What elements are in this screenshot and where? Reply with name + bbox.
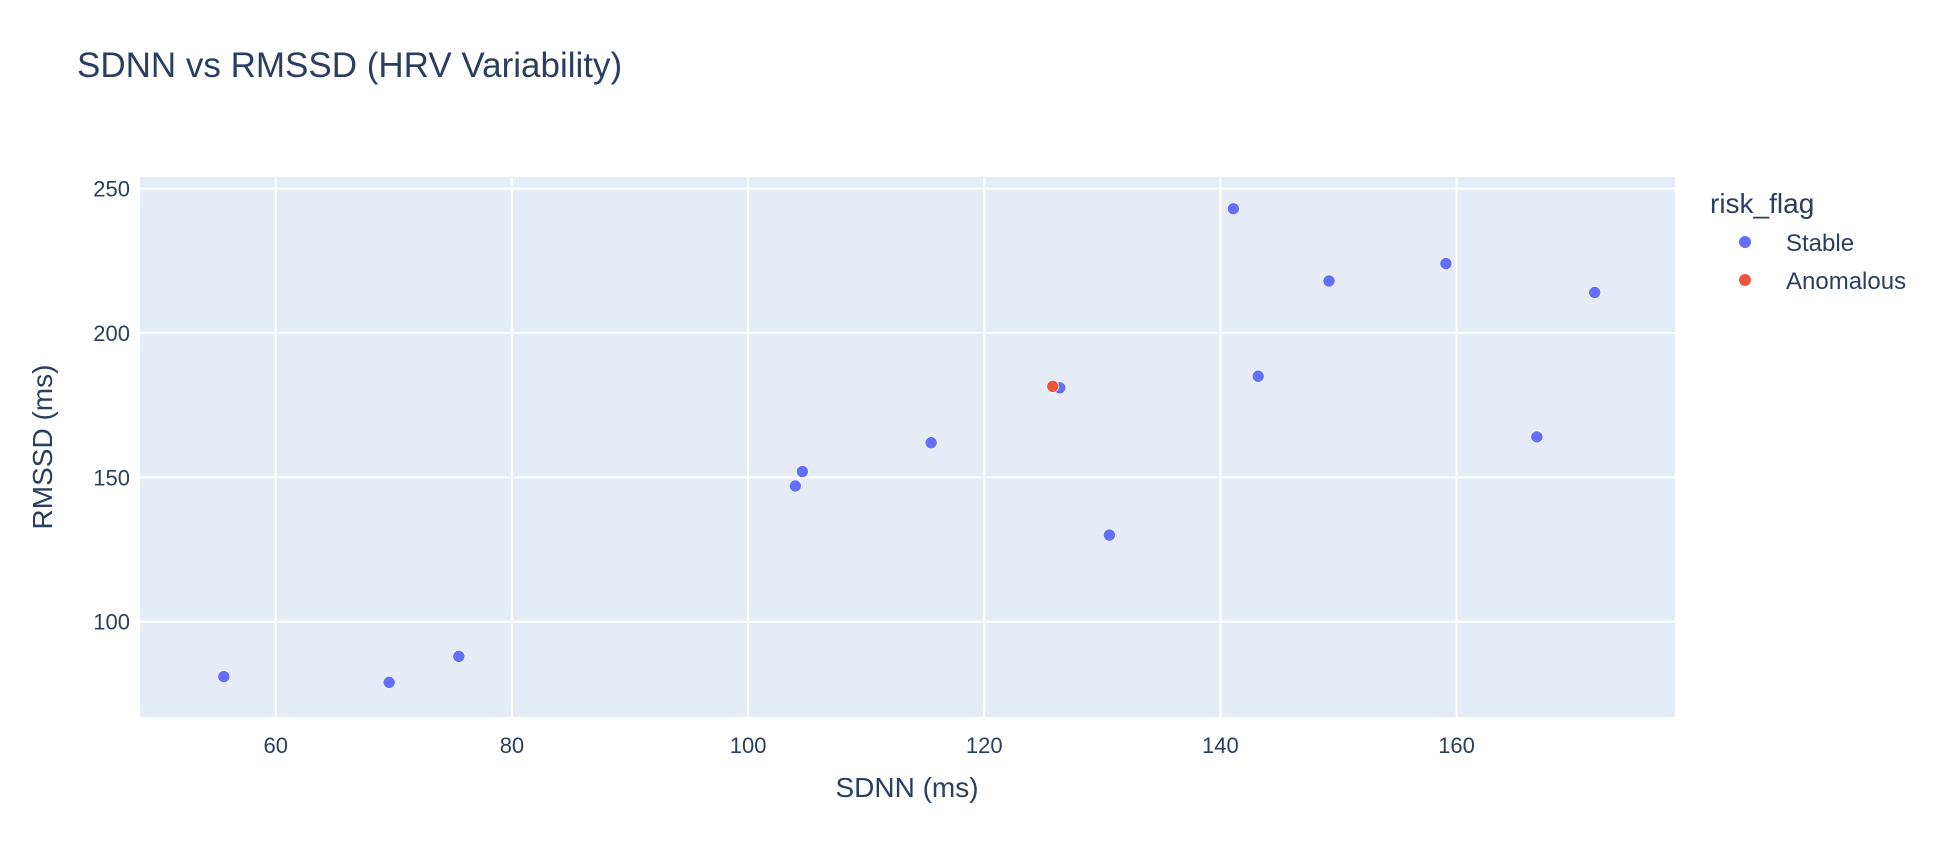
x-tick-label: 140 <box>1202 733 1239 758</box>
stable-point <box>452 650 466 663</box>
legend: risk_flag Stable Anomalous <box>1710 188 1906 295</box>
y-axis-ticks: 100 150 200 250 <box>93 177 130 635</box>
anomalous-point <box>1046 380 1060 393</box>
legend-marker-anomalous <box>1739 274 1751 286</box>
stable-point <box>217 670 231 683</box>
y-tick-label: 100 <box>93 610 130 635</box>
stable-point <box>1103 528 1116 542</box>
y-tick-label: 250 <box>93 177 130 202</box>
x-gridlines <box>274 177 1458 717</box>
stable-point <box>1439 257 1453 270</box>
chart-title: SDNN vs RMSSD (HRV Variability) <box>77 46 622 85</box>
stable-point <box>789 479 802 493</box>
legend-label-stable: Stable <box>1786 230 1854 257</box>
x-tick-label: 120 <box>966 733 1003 758</box>
y-gridlines <box>140 187 1675 623</box>
stable-point <box>1530 430 1544 444</box>
x-tick-label: 100 <box>730 733 767 758</box>
legend-items: Stable Anomalous <box>1739 230 1906 295</box>
stable-point <box>1588 286 1602 299</box>
stable-point <box>796 465 809 478</box>
x-tick-label: 160 <box>1438 733 1475 758</box>
legend-marker-stable <box>1739 236 1751 248</box>
y-tick-label: 150 <box>93 465 130 490</box>
legend-title: risk_flag <box>1710 188 1814 219</box>
stable-point <box>382 676 396 689</box>
stable-point <box>1251 369 1265 383</box>
y-axis-title: RMSSD (ms) <box>27 365 58 530</box>
x-tick-label: 80 <box>500 733 524 758</box>
legend-label-anomalous: Anomalous <box>1786 268 1906 295</box>
stable-point <box>1322 274 1336 288</box>
x-tick-label: 60 <box>264 733 288 758</box>
data-points <box>217 202 1602 689</box>
plot-area <box>140 177 1675 717</box>
stable-point <box>1227 202 1240 216</box>
x-axis-ticks: 60 80 100 120 140 160 <box>264 733 1475 758</box>
y-tick-label: 200 <box>93 321 130 346</box>
stable-point <box>924 436 938 449</box>
x-axis-title: SDNN (ms) <box>835 772 978 803</box>
